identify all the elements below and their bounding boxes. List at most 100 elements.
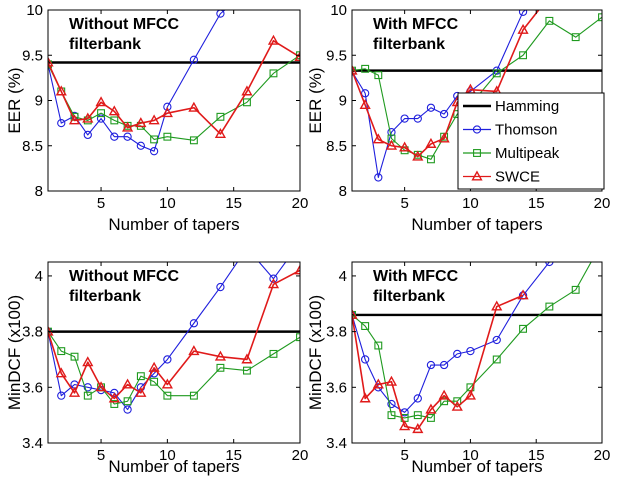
legend-box [457, 92, 605, 190]
data-point-multipeak [97, 109, 106, 118]
series-line-swce [48, 269, 300, 400]
data-point-multipeak [361, 322, 370, 330]
y-tick-label: 3.8 [326, 324, 347, 341]
data-point-swce [438, 389, 450, 400]
data-point-swce [148, 361, 160, 372]
x-tick-label: 20 [594, 195, 611, 212]
data-point-swce [148, 114, 160, 125]
x-tick-label: 5 [97, 447, 105, 464]
data-point-multipeak [374, 71, 383, 80]
data-point-multipeak [519, 51, 528, 60]
y-tick-label: 4 [339, 268, 347, 285]
data-point-multipeak [83, 391, 92, 400]
data-point-swce [188, 101, 200, 112]
series-multipeak [48, 51, 300, 145]
y-tick-label: 10 [330, 2, 347, 19]
data-point-multipeak [426, 155, 435, 164]
legend: Hamming Thomson Multipeak SWCE [457, 92, 605, 190]
y-axis-label: EER (%) [5, 67, 24, 133]
data-point-swce [385, 139, 398, 150]
x-axis-label: Number of tapers [108, 457, 239, 476]
data-point-thomson [110, 132, 119, 141]
series-line-multipeak [48, 54, 300, 141]
data-point-swce [135, 117, 147, 128]
data-point-thomson [466, 346, 475, 356]
data-point-swce [438, 132, 450, 143]
y-axis-label: MinDCF (x100) [306, 295, 325, 410]
data-point-multipeak [545, 302, 554, 311]
data-point-swce [517, 289, 529, 300]
data-point-thomson [296, 239, 303, 246]
data-point-thomson [110, 388, 119, 398]
data-point-thomson [136, 141, 145, 150]
series-multipeak [48, 327, 300, 408]
panel-title-line: filterbank [373, 288, 445, 305]
data-point-multipeak [189, 391, 198, 400]
data-point-thomson [439, 360, 449, 370]
x-tick-label: 15 [225, 447, 242, 464]
data-point-multipeak [545, 16, 554, 25]
panel-eer-with: 5 10 15 20 8 8.5 9 9.5 10 Number of tapers EER (%)… [306, 2, 611, 234]
y-tick-label: 3.4 [326, 435, 347, 452]
data-point-thomson [439, 109, 449, 119]
y-axis-label: EER (%) [306, 67, 325, 133]
data-point-swce [425, 137, 437, 148]
data-point-swce [267, 278, 280, 289]
data-point-multipeak [296, 333, 300, 342]
data-point-thomson [413, 394, 422, 403]
data-point-swce [82, 112, 94, 123]
data-point-swce [352, 64, 358, 75]
data-point-thomson [163, 102, 172, 111]
x-tick-label: 15 [528, 195, 545, 212]
x-tick-label: 10 [462, 195, 479, 212]
data-point-swce [294, 51, 300, 62]
data-point-multipeak [453, 397, 462, 406]
data-point-swce [68, 386, 81, 397]
series-line-multipeak [352, 262, 592, 419]
data-point-multipeak [150, 377, 159, 386]
legend-item-swce: SWCE [463, 169, 540, 186]
legend-marker [473, 149, 481, 157]
panel-mindcf-without: 5 10 15 20 3.4 3.6 3.8 4 Number of tapers MinDCF … [5, 239, 308, 476]
data-point-thomson [189, 319, 199, 328]
data-point-swce [188, 345, 200, 356]
data-point-thomson [387, 128, 396, 137]
panel-title-line: filterbank [69, 288, 141, 305]
x-tick-label: 20 [594, 447, 611, 464]
data-point-swce [267, 34, 280, 45]
data-point-thomson [216, 282, 225, 292]
data-point-multipeak [440, 397, 449, 406]
x-tick-label: 5 [400, 195, 408, 212]
data-point-swce [385, 375, 398, 386]
data-point-thomson [361, 355, 370, 364]
data-point-swce [121, 121, 134, 132]
data-point-multipeak [519, 324, 528, 333]
panel-mindcf-with: 5 10 15 20 3.4 3.6 3.8 4 Number of tapers MinDCF … [306, 261, 611, 476]
x-tick-label: 5 [97, 195, 105, 212]
data-point-thomson [243, 244, 250, 251]
data-point-thomson [361, 89, 370, 98]
data-point-swce [161, 107, 173, 118]
x-axis-label: Number of tapers [411, 215, 542, 234]
data-point-multipeak [136, 372, 145, 381]
data-point-multipeak [269, 69, 278, 78]
data-point-multipeak [216, 363, 225, 372]
panel-title-line: With MFCC [373, 268, 459, 285]
data-point-swce [241, 353, 253, 364]
legend-label: Multipeak [495, 145, 560, 162]
data-point-multipeak [163, 132, 172, 141]
data-point-swce [82, 356, 94, 367]
legend-label: Thomson [495, 122, 558, 139]
data-point-swce [55, 367, 67, 378]
data-point-swce [412, 423, 424, 434]
data-point-swce [359, 98, 371, 110]
data-point-swce [108, 105, 120, 116]
data-point-multipeak [361, 64, 370, 73]
data-point-multipeak [492, 69, 501, 78]
data-point-multipeak [123, 397, 132, 406]
data-point-thomson [57, 118, 66, 128]
data-point-swce [241, 85, 253, 96]
data-point-thomson [83, 383, 92, 392]
data-point-multipeak [571, 33, 580, 42]
